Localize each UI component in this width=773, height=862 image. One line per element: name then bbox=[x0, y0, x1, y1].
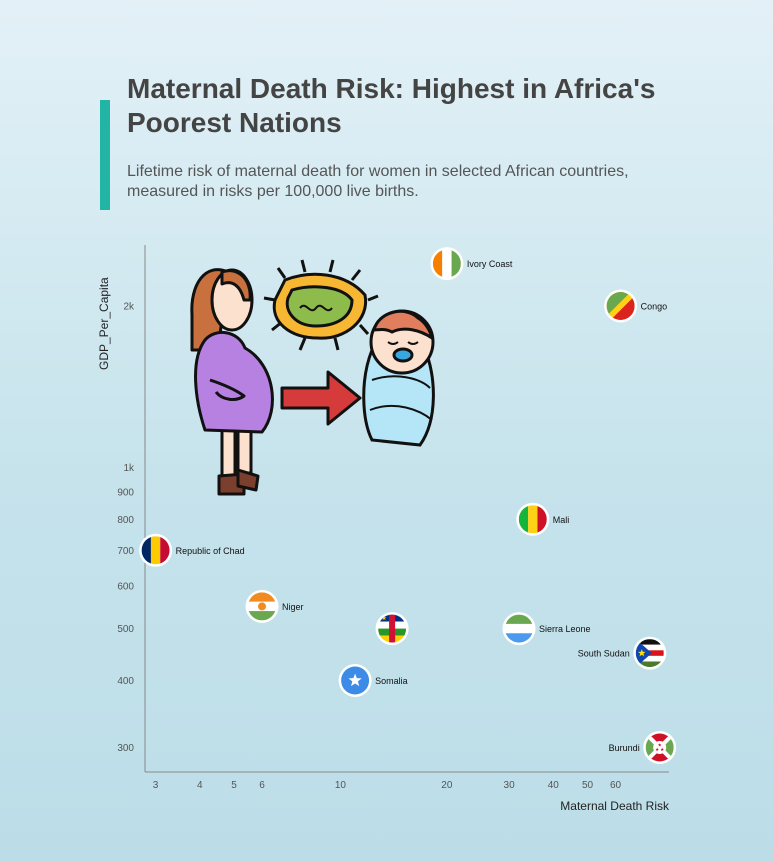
point-label: Congo bbox=[641, 302, 668, 312]
y-tick-label: 2k bbox=[123, 302, 135, 313]
point-somalia: Somalia bbox=[338, 664, 408, 697]
point-ivory-coast: Ivory Coast bbox=[430, 247, 513, 281]
point-label: Burundi bbox=[609, 743, 640, 753]
y-tick-label: 300 bbox=[117, 743, 134, 754]
y-tick-label: 400 bbox=[117, 676, 134, 687]
somalia-flag-icon bbox=[341, 666, 370, 695]
data-points: Ivory Coast Congo Mali Republic of Chad Nige… bbox=[139, 247, 677, 764]
burundi-flag-icon bbox=[645, 733, 674, 762]
y-tick-label: 600 bbox=[117, 582, 134, 593]
y-axis-ticks: 300 400 500 600 700 800 900 1k 2k bbox=[117, 302, 135, 754]
niger-flag-icon bbox=[248, 592, 276, 621]
point-label: Republic of Chad bbox=[176, 546, 245, 556]
y-tick-label: 800 bbox=[117, 515, 134, 526]
point-label: Sierra Leone bbox=[539, 624, 591, 634]
x-tick-label: 20 bbox=[441, 780, 453, 791]
south-sudan-flag-icon bbox=[635, 639, 664, 668]
point-sierra-leone: Sierra Leone bbox=[502, 612, 591, 646]
pregnant-woman-icon bbox=[190, 268, 274, 496]
x-tick-label: 40 bbox=[548, 780, 560, 791]
x-tick-label: 6 bbox=[259, 780, 265, 791]
point-label: Niger bbox=[282, 602, 304, 612]
congo-flag-icon bbox=[606, 292, 635, 320]
x-tick-label: 30 bbox=[504, 780, 516, 791]
y-axis-title: GDP_Per_Capita bbox=[97, 277, 111, 370]
y-tick-label: 900 bbox=[117, 487, 134, 498]
y-tick-label: 500 bbox=[117, 624, 134, 635]
sierra-leone-flag-icon bbox=[505, 614, 533, 643]
point-label: Mali bbox=[553, 515, 570, 525]
point-label: South Sudan bbox=[578, 649, 630, 659]
point-label: Ivory Coast bbox=[467, 259, 513, 269]
bacteria-icon bbox=[263, 259, 379, 351]
central-african-republic-flag-icon bbox=[378, 614, 407, 643]
point-congo: Congo bbox=[604, 289, 668, 323]
chart-subtitle: Lifetime risk of maternal death for wome… bbox=[127, 163, 629, 200]
x-tick-label: 5 bbox=[231, 780, 237, 791]
illustration bbox=[190, 259, 435, 496]
y-tick-label: 1k bbox=[123, 463, 135, 474]
x-tick-label: 3 bbox=[153, 780, 159, 791]
point-mali: Mali bbox=[516, 502, 570, 536]
ivory-coast-flag-icon bbox=[432, 249, 461, 278]
title-accent-bar bbox=[100, 100, 110, 210]
point-label: Somalia bbox=[375, 676, 408, 686]
point-south-sudan: South Sudan bbox=[578, 636, 667, 670]
mali-flag-icon bbox=[518, 505, 547, 534]
arrow-right-icon bbox=[280, 370, 362, 426]
x-tick-label: 60 bbox=[610, 780, 622, 791]
x-axis-title: Maternal Death Risk bbox=[560, 799, 670, 813]
point-burundi: Burundi bbox=[609, 731, 677, 764]
point-niger: Niger bbox=[245, 589, 304, 623]
y-tick-label: 700 bbox=[117, 546, 134, 557]
point-chad: Republic of Chad bbox=[139, 533, 245, 567]
newborn-baby-icon bbox=[362, 309, 435, 447]
point-central-african-republic bbox=[375, 612, 409, 646]
x-tick-label: 50 bbox=[582, 780, 594, 791]
x-axis-ticks: 3 4 5 6 10 20 30 40 50 60 bbox=[153, 780, 622, 791]
x-tick-label: 10 bbox=[335, 780, 347, 791]
chad-flag-icon bbox=[141, 536, 170, 565]
chart-title: Maternal Death Risk: Highest in Africa's… bbox=[127, 73, 656, 138]
x-tick-label: 4 bbox=[197, 780, 203, 791]
